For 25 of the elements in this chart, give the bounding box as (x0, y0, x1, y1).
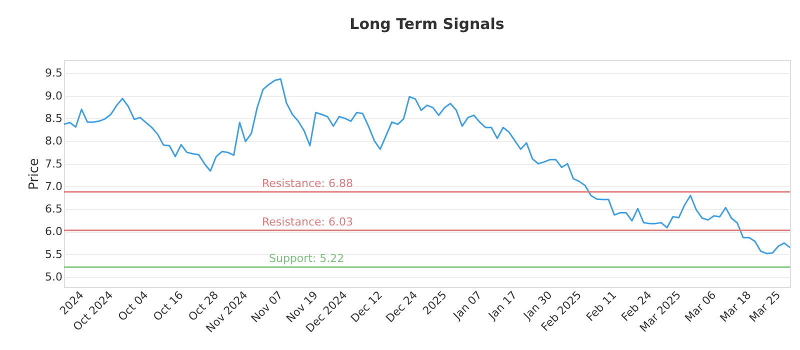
ref-line-label: Resistance: 6.88 (262, 176, 353, 190)
y-tick-label: 6.5 (45, 202, 62, 216)
y-tick-label: 9.5 (45, 66, 62, 80)
line-series (63, 78, 791, 254)
x-tick-label: Jan 17 (485, 288, 520, 323)
y-tick-label: 7.5 (45, 157, 62, 170)
x-tick-label: Nov 07 (248, 288, 286, 326)
x-tick-label: Mar 06 (682, 288, 719, 325)
chart-title: Long Term Signals (350, 15, 504, 33)
y-axis-title: Price (27, 158, 42, 190)
x-tick-label: Oct 04 (116, 288, 151, 324)
y-tick-label: 5.0 (45, 270, 62, 284)
y-tick-label: 8.0 (45, 134, 62, 148)
y-tick-label: 9.0 (45, 89, 62, 102)
x-tick-label: Jan 07 (450, 288, 484, 323)
y-tick-label: 5.5 (45, 248, 62, 261)
x-tick-label: Oct 16 (150, 288, 186, 324)
ref-line-label: Resistance: 6.03 (262, 215, 353, 228)
ref-line-label: Support: 5.22 (269, 252, 344, 266)
x-tick-label: Feb 11 (584, 288, 620, 324)
x-tick-label: Dec 12 (348, 288, 385, 326)
y-tick-label: 8.5 (45, 112, 62, 125)
y-tick-label: 7.0 (45, 180, 62, 193)
y-tick-label: 6.0 (45, 225, 62, 238)
x-tick-label: Dec 24 (383, 288, 420, 326)
